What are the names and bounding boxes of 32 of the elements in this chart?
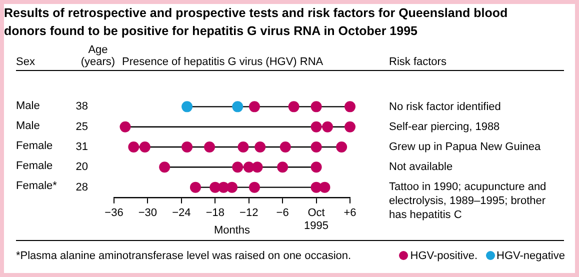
x-tick-label: +6	[344, 207, 356, 220]
text: Not available	[389, 160, 454, 174]
text: Male	[16, 120, 40, 132]
text: Self-ear piercing, 1988	[389, 120, 501, 134]
chart-title: Results of retrospective and prospective tests and risk factors for Queensland blood donors found to be positive for hepatitis G virus RNA in October 1995	[4, 5, 509, 40]
text: Sex	[16, 56, 35, 68]
text: Female	[16, 140, 53, 152]
x-tick-label: −36	[104, 207, 124, 220]
y-tick-label: 31	[76, 141, 88, 154]
text: Grew up in Papua New Guinea	[389, 140, 542, 154]
y-tick-label: 20	[76, 161, 88, 174]
text: Male	[16, 100, 40, 112]
y-tick-label: 28	[76, 181, 88, 194]
text: No risk factor identified	[389, 100, 502, 114]
text: Risk factors	[389, 56, 446, 68]
legend-label: HGV-positive.	[409, 250, 478, 262]
text: Presence of hepatitis G virus (HGV) RNA	[122, 56, 324, 68]
x-tick-label: Oct 1995	[304, 207, 329, 232]
legend-label: HGV-negative	[496, 250, 565, 262]
x-tick-label: −24	[172, 207, 191, 220]
text: Female*	[16, 180, 57, 192]
text: Age (years)	[80, 44, 116, 68]
x-tick-label: −6	[276, 207, 289, 220]
text: *Plasma alanine aminotransferase level was raised on one occasion.	[16, 250, 352, 262]
x-tick-label: −18	[206, 207, 224, 220]
x-tick-label: −12	[240, 207, 258, 220]
text: Tattoo in 1990; acupuncture and electrolysis, 1989–1995; brother has hepatitis C	[389, 180, 548, 222]
x-axis-title: Months	[214, 224, 251, 236]
y-tick-label: 38	[76, 100, 88, 113]
y-tick-label: 25	[76, 120, 88, 133]
x-tick-label: −30	[138, 207, 158, 220]
text: Female	[16, 160, 53, 172]
